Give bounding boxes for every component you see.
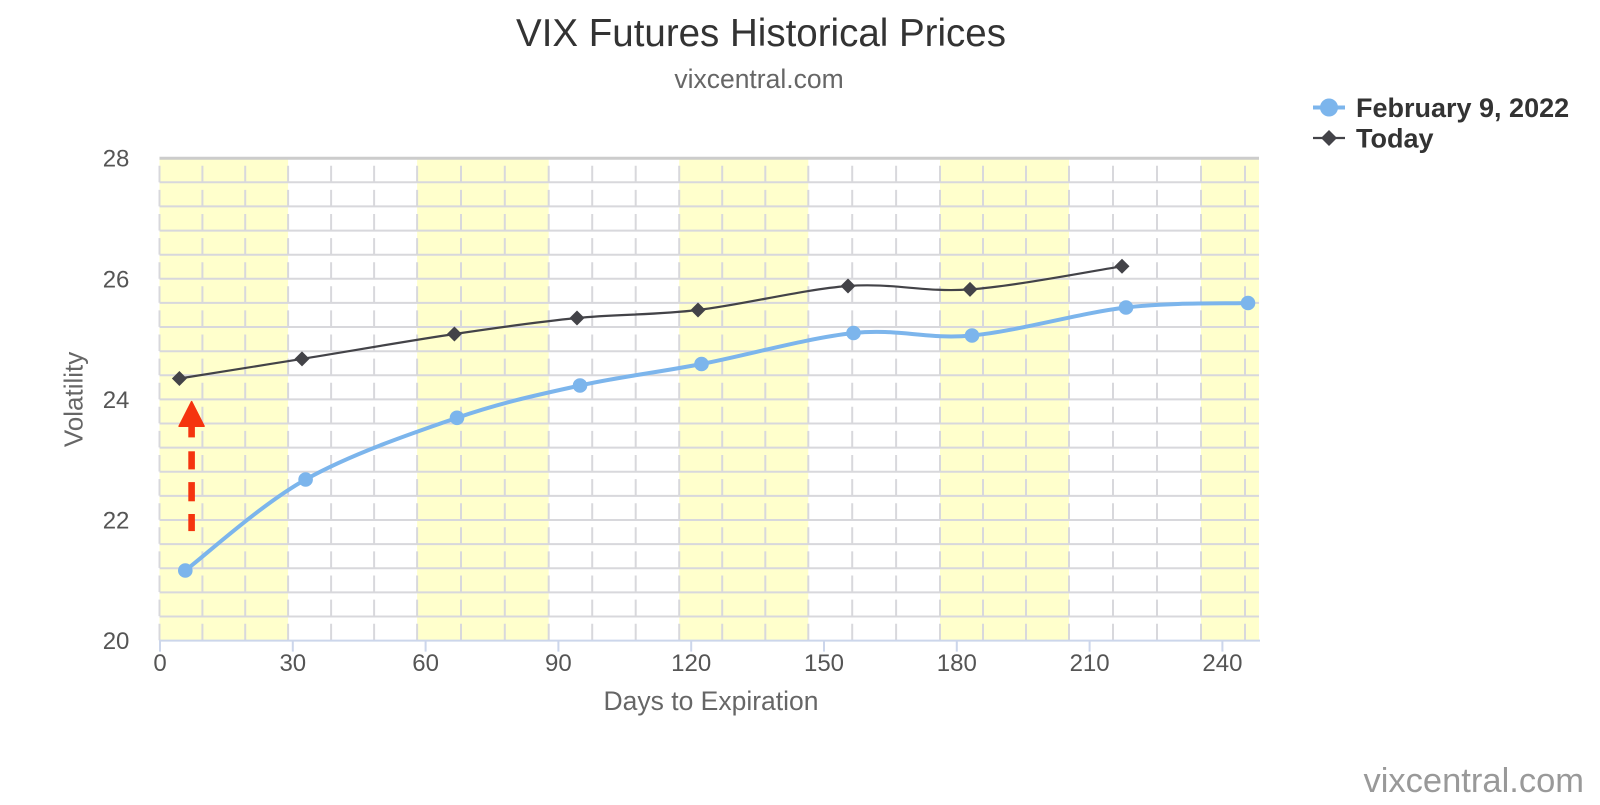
svg-text:VIX Futures Historical Prices: VIX Futures Historical Prices xyxy=(516,12,1006,55)
svg-text:90: 90 xyxy=(545,650,572,677)
svg-text:210: 210 xyxy=(1070,650,1110,677)
svg-text:vixcentral.com: vixcentral.com xyxy=(674,64,843,94)
svg-text:vixcentral.com: vixcentral.com xyxy=(1364,762,1584,800)
svg-text:26: 26 xyxy=(103,266,130,293)
svg-text:Days to Expiration: Days to Expiration xyxy=(603,686,818,716)
svg-text:28: 28 xyxy=(103,146,130,173)
svg-text:20: 20 xyxy=(103,628,130,655)
svg-text:Volatility: Volatility xyxy=(59,352,89,447)
svg-text:Today: Today xyxy=(1356,124,1434,154)
svg-text:180: 180 xyxy=(937,650,977,677)
svg-text:120: 120 xyxy=(671,650,711,677)
svg-text:February 9, 2022: February 9, 2022 xyxy=(1356,93,1569,123)
svg-text:24: 24 xyxy=(103,387,130,414)
svg-text:30: 30 xyxy=(279,650,306,677)
svg-text:60: 60 xyxy=(412,650,439,677)
svg-text:0: 0 xyxy=(153,650,166,677)
svg-text:22: 22 xyxy=(103,508,130,535)
svg-text:240: 240 xyxy=(1202,650,1242,677)
svg-text:150: 150 xyxy=(804,650,844,677)
